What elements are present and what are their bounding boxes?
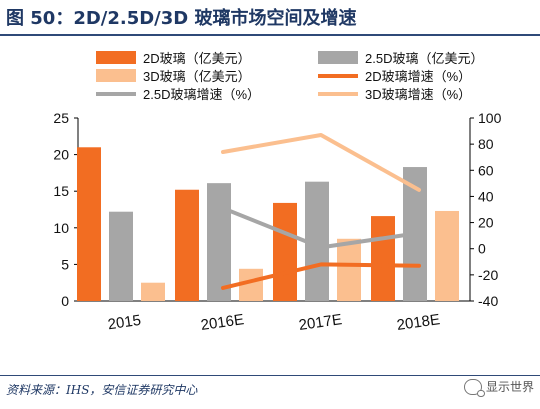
bar bbox=[175, 189, 199, 301]
bar bbox=[371, 216, 395, 301]
y-right-tick-label: 100 bbox=[478, 110, 502, 126]
watermark: 显示世界 bbox=[463, 378, 534, 397]
legend-swatch bbox=[318, 51, 358, 64]
chart: 2D玻璃（亿美元） 2.5D玻璃（亿美元） 3D玻璃（亿美元） 2D玻璃增速（%） 2.… bbox=[53, 51, 502, 334]
y-right-tick-label: 80 bbox=[478, 136, 494, 152]
legend-label: 3D玻璃增速（%） bbox=[365, 87, 471, 102]
title-divider bbox=[0, 34, 540, 36]
y-left-tick-label: 25 bbox=[53, 110, 69, 126]
y-left-tick-label: 5 bbox=[61, 256, 69, 272]
series-line bbox=[221, 262, 421, 290]
y-left-tick-label: 15 bbox=[53, 183, 69, 199]
bar bbox=[435, 210, 459, 301]
x-tick-label: 2017E bbox=[298, 311, 343, 334]
footer-divider bbox=[0, 375, 540, 376]
bar bbox=[141, 282, 165, 301]
x-tick-label: 2015 bbox=[107, 312, 142, 333]
y-right-tick-label: 20 bbox=[478, 215, 494, 231]
chat-logo-icon bbox=[463, 378, 485, 397]
legend-label: 2D玻璃增速（%） bbox=[365, 69, 471, 84]
bar bbox=[337, 238, 361, 301]
y-left-tick-label: 20 bbox=[53, 147, 69, 163]
bar bbox=[273, 202, 297, 301]
y-left-tick-label: 10 bbox=[53, 220, 69, 236]
legend-label: 2D玻璃（亿美元） bbox=[143, 51, 251, 66]
legend-label: 3D玻璃（亿美元） bbox=[143, 69, 251, 84]
y-right-tick-label: -40 bbox=[478, 293, 498, 309]
source-note: 资料来源：IHS，安信证券研究中心 bbox=[6, 383, 198, 397]
bar bbox=[109, 211, 133, 301]
x-tick-label: 2016E bbox=[200, 311, 245, 334]
watermark-text: 显示世界 bbox=[485, 380, 534, 394]
y-right-tick-label: 40 bbox=[478, 188, 494, 204]
series-line bbox=[221, 132, 421, 192]
y-left-tick-label: 0 bbox=[61, 293, 69, 309]
legend-label: 2.5D玻璃增速（%） bbox=[143, 87, 260, 102]
x-tick-label: 2018E bbox=[396, 311, 441, 334]
bar bbox=[77, 147, 101, 301]
legend-label: 2.5D玻璃（亿美元） bbox=[365, 51, 483, 66]
legend-swatch bbox=[96, 69, 136, 82]
bar bbox=[207, 183, 231, 301]
y-right-tick-label: 0 bbox=[478, 241, 486, 257]
series-line bbox=[221, 206, 421, 250]
legend-swatch bbox=[96, 51, 136, 64]
y-right-tick-label: -20 bbox=[478, 267, 498, 283]
y-right-tick-label: 60 bbox=[478, 162, 494, 178]
page-title: 图 50：2D/2.5D/3D 玻璃市场空间及增速 bbox=[6, 8, 357, 29]
